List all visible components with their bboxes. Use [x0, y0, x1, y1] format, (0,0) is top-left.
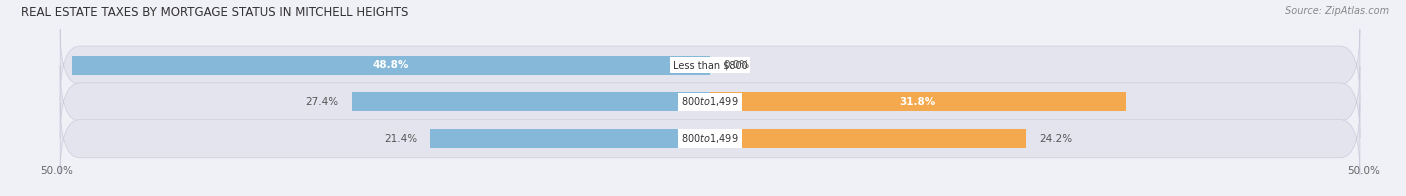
FancyBboxPatch shape: [60, 66, 1360, 138]
Text: REAL ESTATE TAXES BY MORTGAGE STATUS IN MITCHELL HEIGHTS: REAL ESTATE TAXES BY MORTGAGE STATUS IN …: [21, 6, 409, 19]
FancyBboxPatch shape: [60, 103, 1360, 175]
Text: 48.8%: 48.8%: [373, 60, 409, 70]
Bar: [710, 129, 1026, 148]
FancyBboxPatch shape: [60, 29, 1360, 101]
Text: $800 to $1,499: $800 to $1,499: [682, 95, 738, 108]
Text: $800 to $1,499: $800 to $1,499: [682, 132, 738, 145]
Bar: [430, 129, 710, 148]
Bar: [72, 56, 710, 75]
Text: 31.8%: 31.8%: [900, 97, 936, 107]
Text: 0.0%: 0.0%: [723, 60, 749, 70]
Text: 21.4%: 21.4%: [384, 134, 418, 144]
Text: 27.4%: 27.4%: [305, 97, 339, 107]
Text: Source: ZipAtlas.com: Source: ZipAtlas.com: [1285, 6, 1389, 16]
Text: Less than $800: Less than $800: [672, 60, 748, 70]
Text: 24.2%: 24.2%: [1039, 134, 1073, 144]
Bar: [352, 92, 710, 112]
Bar: [710, 92, 1126, 112]
